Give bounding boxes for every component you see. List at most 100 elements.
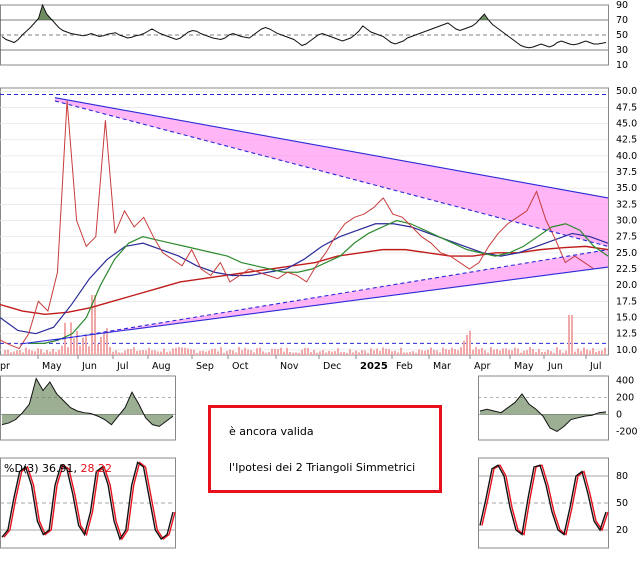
volume-bar [382, 347, 384, 355]
volume-bar [34, 351, 36, 355]
volume-bar [7, 349, 9, 355]
volume-bar [457, 350, 459, 355]
volume-bar [154, 350, 156, 355]
volume-bar [235, 352, 237, 355]
volume-bar [277, 349, 279, 355]
volume-bar [181, 347, 183, 355]
volume-bar [601, 350, 603, 355]
volume-bar [136, 351, 138, 355]
volume-bar [499, 350, 501, 355]
volume-bar [388, 349, 390, 355]
volume-bar [406, 352, 408, 355]
volume-bar [460, 347, 462, 355]
volume-bar [193, 349, 195, 355]
month-label: Sep [196, 361, 214, 372]
macd-panel [0, 377, 608, 433]
volume-bar [577, 348, 579, 355]
volume-bar [415, 352, 417, 355]
volume-bar [271, 348, 273, 355]
volume-bar [580, 351, 582, 355]
volume-bar [574, 351, 576, 355]
volume-bar [142, 350, 144, 355]
volume-bar [484, 350, 486, 355]
price-panel [0, 90, 609, 355]
volume-bar [211, 348, 213, 355]
stoch-tick-label: 80 [616, 471, 628, 482]
volume-bar [253, 352, 255, 355]
month-label: Mar [433, 361, 451, 372]
volume-bar [67, 347, 69, 355]
volume-bar [28, 349, 30, 355]
volume-bar [220, 347, 222, 355]
volume-bar [400, 347, 402, 355]
stochastic-legend-value1: 36.91, [42, 462, 78, 475]
volume-bar [511, 350, 513, 355]
volume-bar [463, 340, 465, 355]
price-line [0, 100, 595, 350]
volume-bar [124, 350, 126, 355]
volume-bar [244, 347, 246, 355]
volume-bar [436, 350, 438, 355]
volume-bar [55, 352, 57, 355]
volume-bar [289, 351, 291, 355]
macd-frame-1 [478, 375, 609, 441]
month-label: Aug [152, 361, 171, 372]
volume-bar [40, 349, 42, 355]
trend-line-upper [54, 97, 609, 199]
volume-bar [19, 349, 21, 355]
volume-bar [97, 343, 99, 355]
volume-bar [22, 352, 24, 355]
volume-bar [409, 351, 411, 355]
volume-bar [568, 315, 570, 355]
volume-bar [385, 348, 387, 355]
volume-bar [526, 350, 528, 355]
volume-bar [199, 351, 201, 355]
volume-bar [490, 347, 492, 355]
trend-line-inner_upper [54, 100, 609, 247]
price-tick-label: 15.0 [616, 313, 637, 324]
trend-line-lower [19, 266, 609, 345]
volume-bar [151, 350, 153, 355]
volume-bar [109, 346, 111, 355]
axis-ticks: 90 70 50 30 10 50.0 47.5 45.0 42.5 40.0 37.5 35.0 32… [0, 0, 638, 536]
volume-bar [205, 351, 207, 355]
volume-bar [331, 351, 333, 355]
volume-bar [13, 351, 15, 355]
month-label: Jun [81, 361, 97, 372]
stochastic-panel [0, 461, 609, 541]
volume-bar [412, 351, 414, 355]
volume-bar [391, 351, 393, 355]
rsi-overbought-fill [38, 5, 489, 20]
volume-bar [88, 346, 90, 355]
volume-bar [49, 351, 51, 355]
volume-bar [223, 352, 225, 355]
volume-bar [373, 350, 375, 355]
volume-bar [295, 352, 297, 355]
price-tick-label: 27.5 [616, 232, 637, 243]
month-label: Jul [589, 361, 601, 372]
volume-bar [16, 350, 18, 355]
price-tick-label: 35.0 [616, 183, 637, 194]
rsi-tick-label: 70 [616, 15, 628, 26]
volume-bar [343, 352, 345, 355]
volume-bar [583, 347, 585, 355]
price-tick-label: 20.0 [616, 280, 637, 291]
volume-bar [355, 350, 357, 355]
volume-bar [106, 328, 108, 355]
volume-bar [52, 348, 54, 355]
volume-bar [280, 347, 282, 355]
volume-bar [328, 350, 330, 355]
volume-bar [160, 351, 162, 355]
volume-bar [82, 337, 84, 355]
volume-bar [553, 352, 555, 355]
volume-bar [439, 352, 441, 355]
macd-right-fill [480, 393, 606, 432]
price-tick-label: 25.0 [616, 248, 637, 259]
volume-bar [349, 349, 351, 355]
volume-bar [571, 315, 573, 355]
volume-bar [424, 350, 426, 355]
price-tick-label: 45.0 [616, 119, 637, 130]
volume-bar [346, 352, 348, 355]
volume-bar [58, 349, 60, 355]
month-label: Nov [280, 361, 299, 372]
